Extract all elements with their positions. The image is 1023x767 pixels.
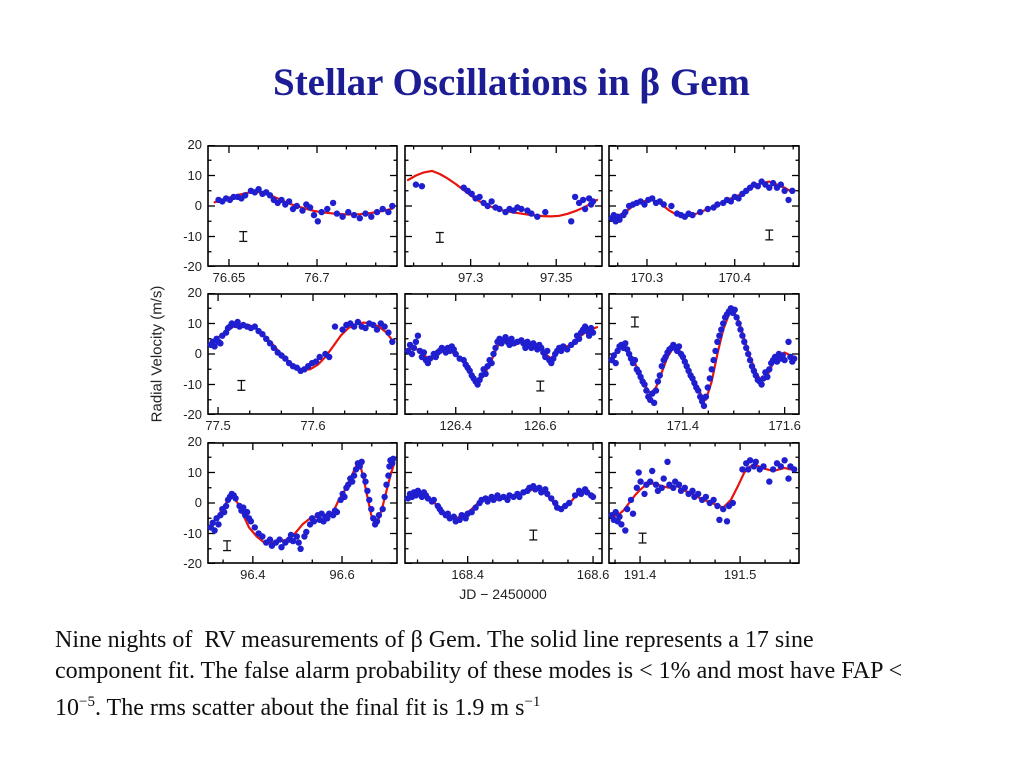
y-tick-label: -10 <box>183 228 202 244</box>
caption-line-2: component fit. The false alarm probabili… <box>55 658 903 684</box>
panel-r1c2 <box>404 145 603 267</box>
axes <box>207 293 398 415</box>
error-bar <box>223 540 232 552</box>
y-tick-label: 20 <box>187 285 202 300</box>
x-tick-label: 77.6 <box>300 418 326 433</box>
x-tick-label: 191.5 <box>723 567 757 582</box>
x-tick-label: 96.6 <box>329 567 355 582</box>
rv-figure: Radial Velocity (m/s) JD − 2450000 76.65… <box>148 137 801 602</box>
page-title: Stellar Oscillations in β Gem <box>273 61 750 104</box>
caption-line-3-text: . The rms scatter about the final fit is… <box>94 695 525 721</box>
x-tick-label: 168.6 <box>576 567 610 582</box>
x-tick-label: 170.3 <box>630 270 664 285</box>
fit-curve <box>610 308 796 401</box>
caption-line-1: Nine nights of RV measurements of β Gem.… <box>55 627 814 653</box>
axes <box>608 442 800 564</box>
y-tick-label: 0 <box>194 346 202 361</box>
x-tick-label: 171.6 <box>768 418 801 433</box>
y-tick-label: 10 <box>187 315 202 331</box>
caption: Nine nights of RV measurements of β Gem.… <box>55 625 902 724</box>
axes <box>608 145 800 267</box>
error-bar <box>638 532 647 544</box>
y-tick-label: 20 <box>187 137 202 152</box>
x-tick-label: 76.7 <box>304 270 330 285</box>
panel-r3c3 <box>608 442 800 564</box>
data-points <box>207 318 396 374</box>
data-points <box>412 181 597 225</box>
x-tick-label: 170.4 <box>718 270 751 285</box>
error-bar <box>529 529 538 541</box>
panel-r3c2 <box>404 442 603 564</box>
data-points <box>404 323 597 388</box>
data-points <box>608 178 796 225</box>
y-tick-label: 0 <box>194 495 202 510</box>
x-tick-label: 97.3 <box>458 270 484 285</box>
y-tick-label: -10 <box>183 525 202 541</box>
panel-r1c1 <box>207 145 398 267</box>
x-tick-label: 171.4 <box>666 418 700 433</box>
y-tick-label: -20 <box>183 556 202 571</box>
caption-line-3-text: 10 <box>55 695 79 721</box>
x-tick-label: 76.65 <box>212 270 246 285</box>
axes <box>404 293 603 415</box>
panel-r1c3 <box>608 145 800 267</box>
data-points <box>215 186 396 225</box>
x-tick-label: 96.4 <box>240 567 266 582</box>
y-tick-label: -20 <box>183 259 202 274</box>
error-bar <box>435 231 444 243</box>
x-tick-label: 168.4 <box>451 567 484 582</box>
axes <box>404 145 603 267</box>
x-axis-label: JD − 2450000 <box>459 586 547 602</box>
caption-line-3: 10−5. The rms scatter about the final fi… <box>55 687 902 724</box>
x-tick-label: 191.4 <box>623 567 657 582</box>
axes <box>608 293 800 415</box>
y-tick-label: -20 <box>183 407 202 422</box>
error-bar <box>239 230 248 243</box>
caption-exponent-2: −1 <box>524 694 541 710</box>
x-tick-label: 126.4 <box>439 418 473 433</box>
data-points <box>404 483 597 525</box>
x-tick-label: 126.6 <box>524 418 557 433</box>
y-tick-label: 10 <box>187 167 202 183</box>
axes <box>207 145 398 267</box>
axes <box>207 442 398 564</box>
error-bar <box>630 316 639 328</box>
data-points <box>207 455 397 552</box>
x-tick-label: 97.35 <box>539 270 573 285</box>
y-axis-label: Radial Velocity (m/s) <box>148 285 166 423</box>
y-tick-label: 20 <box>187 434 202 449</box>
panel-r2c2 <box>404 293 603 415</box>
data-points <box>608 305 798 410</box>
y-tick-label: 0 <box>194 198 202 213</box>
data-points <box>608 457 798 534</box>
x-tick-label: 77.5 <box>205 418 231 433</box>
y-tick-label: -10 <box>183 376 202 392</box>
error-bar <box>536 380 545 392</box>
panel-r3c1 <box>207 442 398 564</box>
error-bar <box>765 229 774 241</box>
panel-r2c1 <box>207 293 398 415</box>
fit-curve <box>406 486 593 520</box>
panel-r2c3 <box>608 293 800 415</box>
y-tick-label: 10 <box>187 464 202 480</box>
error-bar <box>237 379 246 391</box>
caption-exponent-1: −5 <box>79 694 95 710</box>
axes <box>404 442 603 564</box>
